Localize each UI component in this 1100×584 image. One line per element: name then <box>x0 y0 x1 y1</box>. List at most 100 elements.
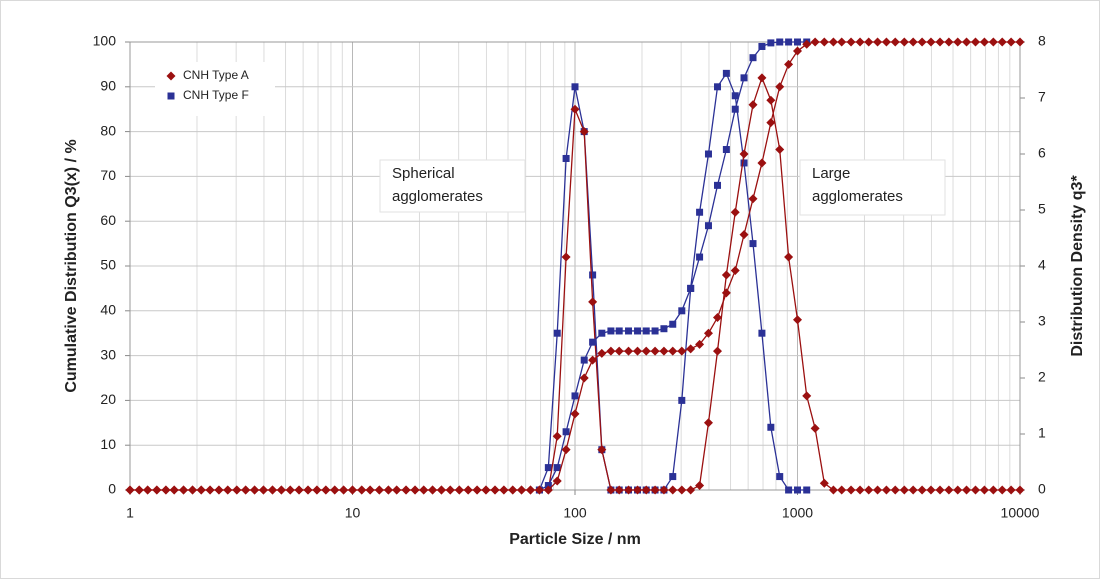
point <box>881 37 891 47</box>
point <box>979 37 989 47</box>
point <box>330 485 340 495</box>
point <box>607 327 615 335</box>
point <box>695 481 705 491</box>
point <box>714 83 722 91</box>
point <box>642 327 650 335</box>
point <box>579 127 589 137</box>
point <box>784 59 794 69</box>
point <box>776 473 784 481</box>
point <box>971 37 981 47</box>
point <box>571 83 579 91</box>
point <box>819 478 829 488</box>
annotation-text: agglomerates <box>812 188 903 205</box>
point <box>767 423 775 431</box>
annotation-text: Large <box>812 165 850 182</box>
point <box>703 328 713 338</box>
point <box>740 74 748 82</box>
point <box>926 37 936 47</box>
point <box>374 485 384 495</box>
x-tick-label: 10 <box>345 505 361 521</box>
point <box>241 485 251 495</box>
point <box>971 485 981 495</box>
point <box>588 355 598 365</box>
point <box>383 485 393 495</box>
point <box>553 329 561 337</box>
point <box>988 37 998 47</box>
x-tick-label: 10000 <box>1001 505 1040 521</box>
point <box>294 485 304 495</box>
point <box>1015 37 1025 47</box>
point <box>757 158 767 168</box>
point <box>589 338 597 346</box>
y2-tick-label: 6 <box>1038 145 1046 161</box>
point <box>534 485 544 495</box>
series <box>125 37 1025 495</box>
point <box>561 252 571 262</box>
point <box>997 37 1007 47</box>
point <box>641 346 651 356</box>
point <box>784 252 794 262</box>
point <box>703 418 713 428</box>
point <box>348 485 357 495</box>
point <box>794 38 801 46</box>
point <box>802 391 812 401</box>
point <box>722 69 730 77</box>
point <box>739 149 749 159</box>
point <box>650 485 660 495</box>
point <box>614 346 624 356</box>
point <box>855 37 865 47</box>
point <box>562 154 570 162</box>
point <box>686 344 696 354</box>
point <box>775 145 785 155</box>
point <box>1006 485 1016 495</box>
point <box>169 485 179 495</box>
point <box>562 428 570 436</box>
point <box>589 271 597 279</box>
point <box>392 485 402 495</box>
point <box>303 485 313 495</box>
point <box>633 485 643 495</box>
point <box>837 485 847 495</box>
point <box>721 288 731 298</box>
point <box>926 485 936 495</box>
plot-border <box>129 41 1021 491</box>
point <box>614 485 624 495</box>
point <box>739 230 749 240</box>
point <box>1015 485 1025 495</box>
legend-swatch <box>166 71 176 81</box>
point <box>775 82 785 92</box>
point <box>704 222 712 230</box>
point <box>678 307 686 315</box>
legend-box <box>155 62 275 116</box>
point <box>258 485 268 495</box>
point <box>579 373 589 383</box>
y2-tick-label: 5 <box>1038 201 1046 217</box>
legend: CNH Type A CNH Type F <box>155 62 275 116</box>
point <box>758 329 766 337</box>
x-tick-label: 1 <box>126 505 134 521</box>
point <box>161 485 171 495</box>
point <box>757 73 767 83</box>
point <box>553 464 561 472</box>
point <box>571 392 579 400</box>
y-tick-label: 50 <box>100 257 116 273</box>
point <box>828 37 838 47</box>
point <box>873 485 883 495</box>
point <box>687 284 695 292</box>
point <box>152 485 162 495</box>
point <box>899 485 909 495</box>
point <box>696 253 704 261</box>
point <box>776 38 784 46</box>
point <box>819 37 829 47</box>
point <box>134 485 144 495</box>
y-tick-label: 80 <box>100 122 116 138</box>
point <box>205 485 215 495</box>
point <box>785 38 793 46</box>
legend-swatch <box>167 92 175 100</box>
point <box>597 348 607 358</box>
point <box>526 485 536 495</box>
point <box>401 485 411 495</box>
point <box>517 485 527 495</box>
